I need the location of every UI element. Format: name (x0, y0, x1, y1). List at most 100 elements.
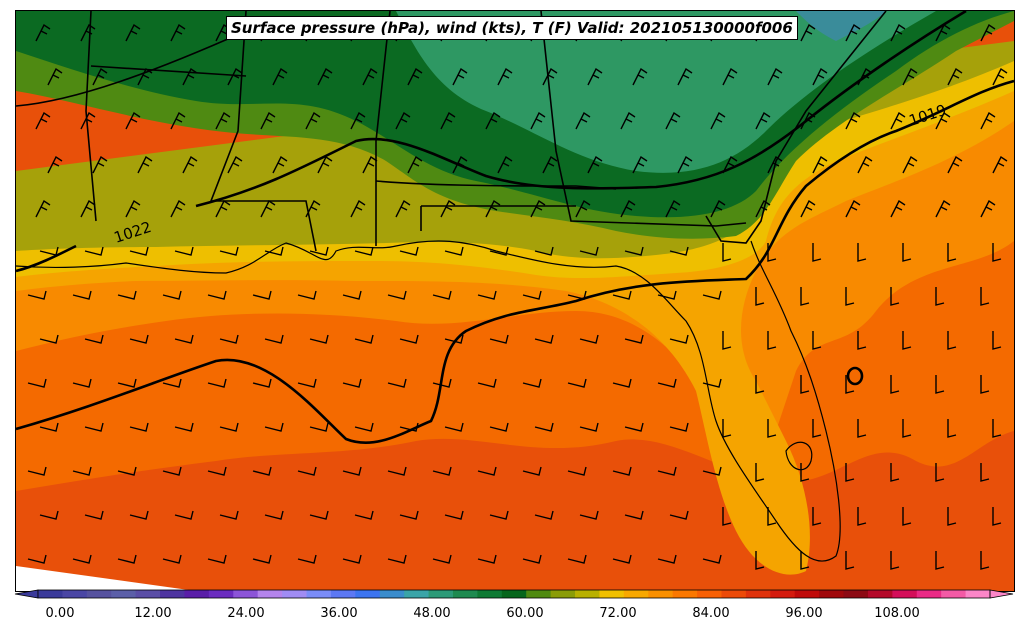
wind-barb (272, 155, 288, 174)
colorbar-tick-label: 108.00 (874, 606, 920, 621)
wind-barb (657, 466, 677, 476)
wind-barb (947, 243, 957, 262)
wind-barb (612, 378, 632, 388)
wind-barb (387, 554, 407, 564)
wind-barb (767, 331, 777, 350)
colorbar-tick-label: 72.00 (599, 606, 637, 621)
wind-barb (624, 422, 644, 432)
wind-barb (174, 510, 194, 520)
wind-barb (489, 334, 509, 344)
wind-barb (542, 155, 558, 174)
wind-barb (902, 67, 918, 86)
colorbar-swatch (575, 590, 600, 598)
wind-barb (84, 334, 104, 344)
wind-barb (902, 419, 912, 438)
wind-barb (35, 111, 51, 130)
wind-barb (845, 287, 855, 306)
wind-barb (227, 67, 243, 86)
colorbar-swatch (745, 590, 771, 598)
wind-barb (755, 111, 771, 130)
wind-barb (264, 510, 284, 520)
colorbar-swatch (160, 590, 185, 598)
coastline (16, 240, 841, 562)
wind-barb (219, 246, 239, 256)
wind-barb (522, 290, 542, 300)
wind-barb (812, 419, 822, 438)
wind-barb (182, 67, 198, 86)
wind-barb (657, 554, 677, 564)
wind-barb (477, 290, 497, 300)
wind-barb (215, 199, 231, 218)
wind-barb (665, 199, 681, 218)
wind-barb (767, 155, 783, 174)
wind-barb (890, 199, 906, 218)
wind-barb (215, 111, 231, 130)
wind-barb (92, 67, 108, 86)
map-panel: 1022 1019 Surface pressure (hPa), wind (… (15, 10, 1015, 592)
wind-barb (260, 111, 276, 130)
colorbar-swatch (599, 590, 625, 598)
wind-barb (800, 23, 816, 42)
colorbar-swatch (794, 590, 820, 598)
wind-barb (162, 554, 182, 564)
wind-barb (477, 378, 497, 388)
colorbar-swatch (62, 590, 88, 598)
colorbar-swatch (135, 590, 161, 598)
wind-barb (354, 334, 374, 344)
wind-barb (27, 378, 47, 388)
wind-barb (72, 290, 92, 300)
colorbar-tick-label: 0.00 (45, 606, 75, 621)
wind-barb (575, 199, 591, 218)
colorbar-swatch (623, 590, 649, 598)
colorbar-swatch (404, 590, 430, 598)
wind-barb (432, 290, 452, 300)
wind-barb (207, 554, 227, 564)
wind-barb (395, 199, 411, 218)
wind-barb (297, 466, 317, 476)
wind-barb (710, 111, 726, 130)
wind-barb (39, 510, 59, 520)
wind-barb (162, 378, 182, 388)
wind-barb (857, 243, 867, 262)
wind-barb (129, 334, 149, 344)
wind-barb (440, 111, 456, 130)
wind-barb (632, 155, 648, 174)
wind-barb (624, 334, 644, 344)
wind-barb (702, 290, 722, 300)
colorbar-tick-label: 84.00 (692, 606, 730, 621)
wind-barb (80, 111, 96, 130)
wind-barb (207, 290, 227, 300)
wind-barb (845, 111, 861, 130)
wind-barb (297, 554, 317, 564)
wind-barb (72, 554, 92, 564)
wind-barb (174, 334, 194, 344)
wind-barb (992, 67, 1008, 86)
isobars (16, 11, 1014, 444)
wind-barb (722, 67, 738, 86)
wind-barb (845, 463, 855, 482)
temp-band-teal-green (396, 11, 936, 173)
wind-barb (362, 67, 378, 86)
colorbar-tick-label: 96.00 (785, 606, 823, 621)
wind-barb (857, 67, 873, 86)
wind-barb (452, 155, 468, 174)
wind-barb (219, 510, 239, 520)
wind-barb (935, 199, 951, 218)
wind-barb (350, 199, 366, 218)
colorbar-swatch (819, 590, 845, 598)
wind-barb (755, 551, 765, 570)
wind-barb (980, 199, 996, 218)
wind-barb (992, 155, 1008, 174)
wind-barb (657, 378, 677, 388)
wind-barb (767, 243, 777, 262)
wind-barb (947, 331, 957, 350)
colorbar-max-arrow (989, 589, 1014, 599)
wind-barb (264, 334, 284, 344)
wind-barb (309, 422, 329, 432)
wind-barb (219, 422, 239, 432)
wind-barb (935, 463, 945, 482)
wind-barb (812, 155, 828, 174)
wind-barb (857, 419, 867, 438)
wind-barb (264, 422, 284, 432)
wind-barb (354, 510, 374, 520)
